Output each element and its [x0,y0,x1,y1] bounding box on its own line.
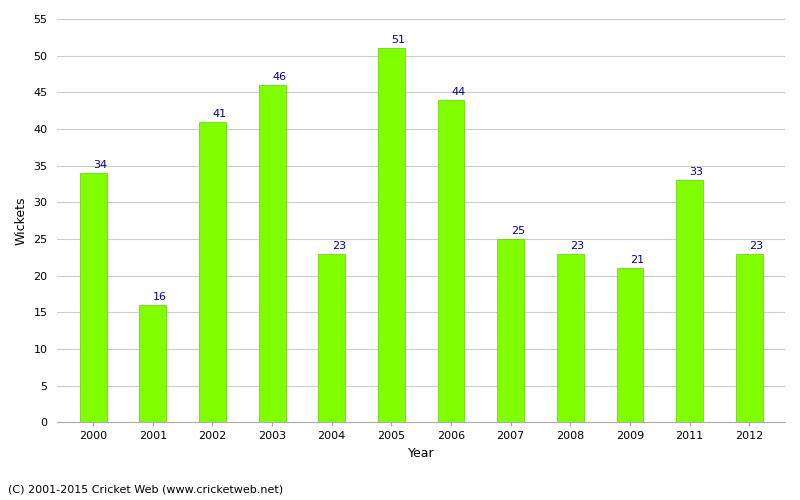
Bar [617,268,643,422]
Text: 16: 16 [153,292,167,302]
Text: 41: 41 [213,109,226,119]
Text: 23: 23 [332,241,346,251]
Bar [258,85,286,422]
Bar [557,254,584,422]
Text: 34: 34 [93,160,107,170]
Bar [199,122,226,422]
Bar [378,48,405,422]
Bar [736,254,762,422]
Text: 51: 51 [391,36,406,46]
Text: 44: 44 [451,86,466,97]
X-axis label: Year: Year [408,447,434,460]
Text: (C) 2001-2015 Cricket Web (www.cricketweb.net): (C) 2001-2015 Cricket Web (www.cricketwe… [8,485,283,495]
Y-axis label: Wickets: Wickets [15,196,28,245]
Bar [498,239,524,422]
Text: 21: 21 [630,256,644,266]
Text: 25: 25 [510,226,525,236]
Text: 33: 33 [690,168,703,177]
Text: 46: 46 [272,72,286,82]
Bar [676,180,703,422]
Bar [438,100,465,422]
Bar [80,173,106,422]
Bar [139,305,166,422]
Text: 23: 23 [570,241,585,251]
Text: 23: 23 [750,241,763,251]
Bar [318,254,345,422]
